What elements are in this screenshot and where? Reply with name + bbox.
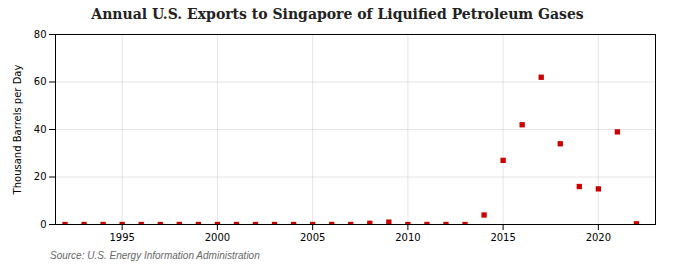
- svg-text:80: 80: [34, 29, 47, 40]
- html-text:Annual U.S. Exports to Singapo: Annual U.S. Exports to Singapore of Liqu…: [91, 6, 584, 22]
- svg-text:0: 0: [40, 219, 46, 230]
- svg-text:2005: 2005: [300, 232, 325, 243]
- svg-text:60: 60: [34, 76, 47, 87]
- svg-text:20: 20: [34, 171, 47, 182]
- html-text:Source: U.S. Energy Informatio: Source: U.S. Energy Information Administ…: [50, 250, 260, 261]
- svg-text:2010: 2010: [395, 232, 420, 243]
- svg-text:1995: 1995: [109, 232, 134, 243]
- svg-text:2020: 2020: [586, 232, 611, 243]
- svg-text:2015: 2015: [490, 232, 515, 243]
- svg-text:2000: 2000: [205, 232, 230, 243]
- svg-text:Thousand Barrels per Day: Thousand Barrels per Day: [12, 65, 23, 196]
- svg-text:40: 40: [34, 124, 47, 135]
